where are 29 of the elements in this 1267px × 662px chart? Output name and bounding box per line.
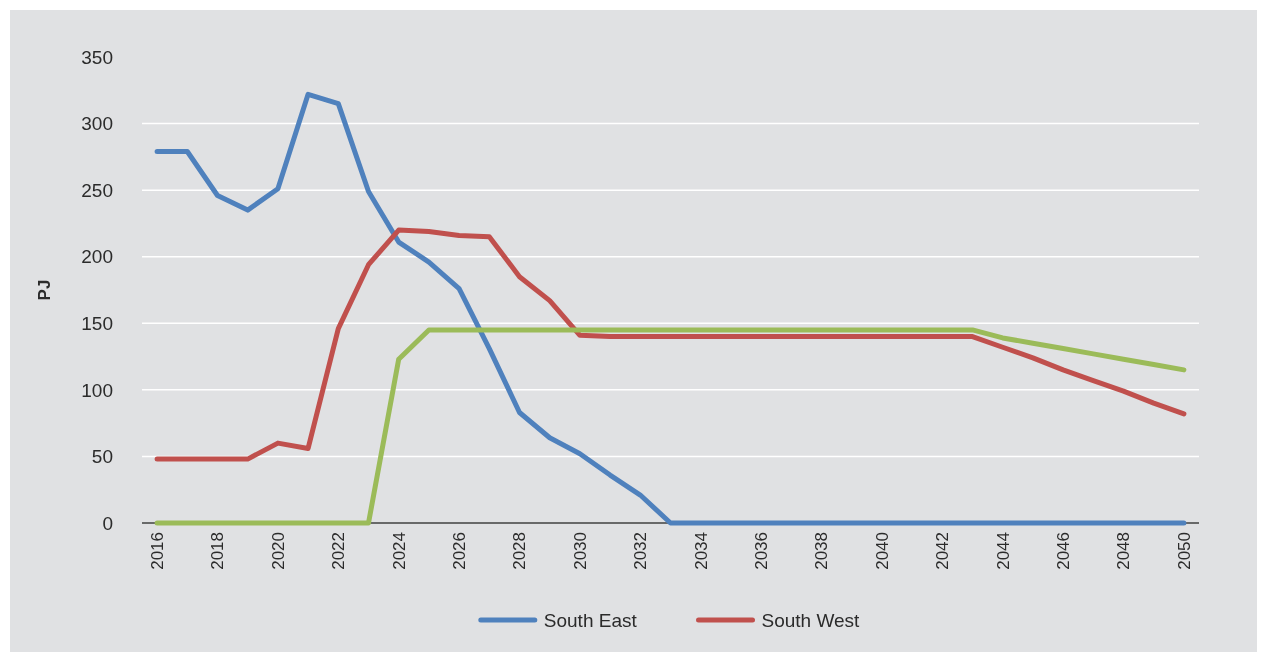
x-tick-label: 2018 [208,532,228,570]
x-tick-label: 2040 [872,532,892,570]
legend-label: South West [761,609,861,631]
x-tick-label: 2036 [752,532,772,570]
x-tick-label: 2048 [1114,532,1134,570]
y-tick-label: 350 [81,46,113,68]
x-tick-label: 2026 [450,532,470,570]
x-tick-label: 2042 [933,532,953,570]
x-tick-label: 2046 [1054,532,1074,570]
x-tick-label: 2024 [389,532,409,570]
x-tick-label: 2034 [691,532,711,570]
x-tick-label: 2022 [329,532,349,570]
x-tick-label: 2032 [631,532,651,570]
y-tick-label: 300 [81,113,113,135]
y-tick-label: 50 [91,446,113,468]
x-tick-label: 2038 [812,532,832,570]
y-tick-label: 200 [81,246,113,268]
y-tick-label: 250 [81,179,113,201]
x-tick-label: 2016 [148,532,168,570]
x-tick-label: 2030 [570,532,590,570]
y-axis-title: PJ [34,279,54,301]
legend-label: South East [543,609,638,631]
y-tick-label: 0 [102,512,113,534]
y-tick-label: 100 [81,379,113,401]
x-tick-label: 2050 [1174,532,1194,570]
y-tick-label: 150 [81,312,113,334]
x-tick-label: 2020 [268,532,288,570]
x-tick-label: 2028 [510,532,530,570]
x-tick-label: 2044 [993,532,1013,570]
